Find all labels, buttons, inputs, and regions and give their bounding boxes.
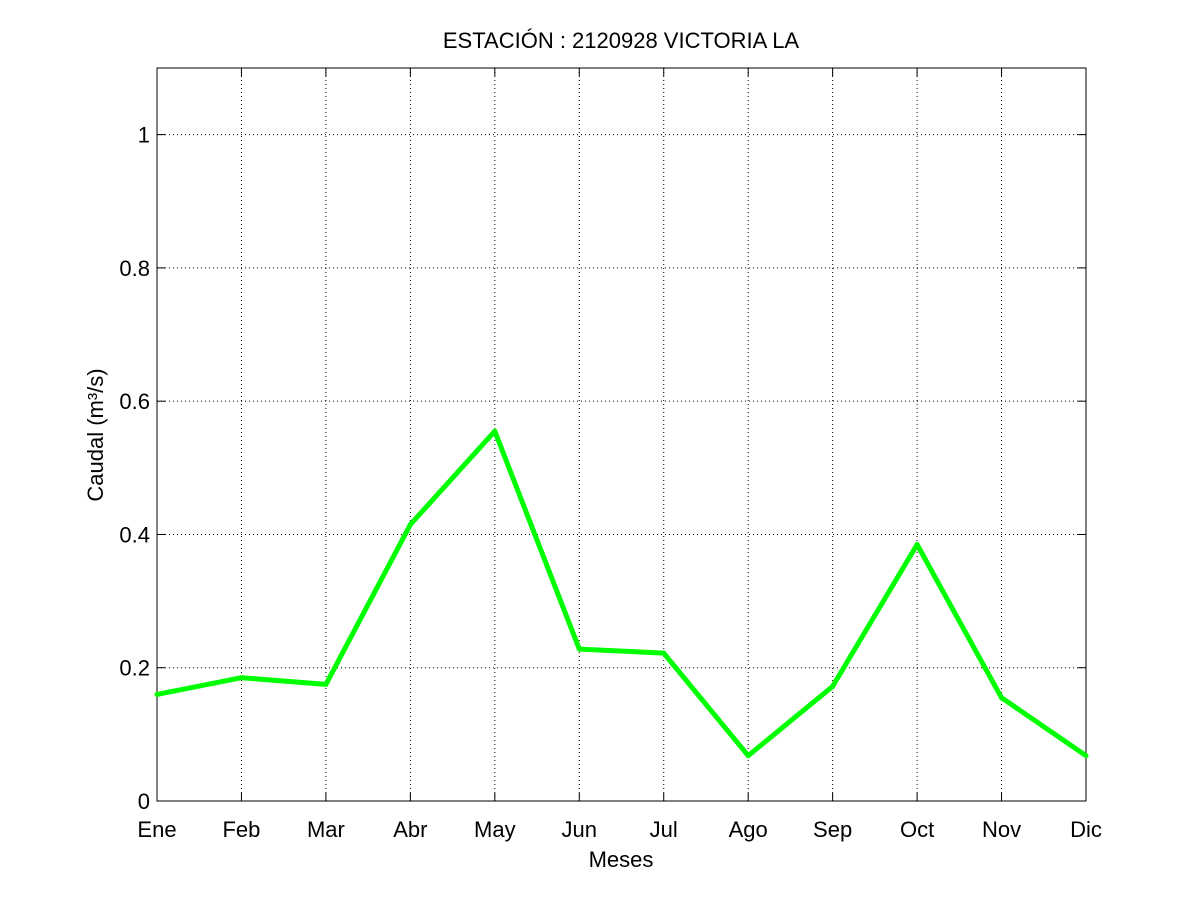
y-tick-label: 0	[138, 789, 150, 814]
data-point-mar	[323, 681, 329, 687]
x-axis-label: Meses	[589, 847, 654, 872]
x-tick-label-nov: Nov	[982, 817, 1021, 842]
y-tick-label: 0.4	[119, 522, 150, 547]
y-axis-label: Caudal (m³/s)	[83, 368, 108, 501]
tick-marks	[156, 68, 1087, 802]
x-tick-label-ene: Ene	[137, 817, 176, 842]
x-tick-label-feb: Feb	[222, 817, 260, 842]
y-tick-label: 0.8	[119, 256, 150, 281]
series-line-0	[156, 428, 1088, 759]
data-point-oct	[914, 541, 920, 547]
plot-area	[156, 67, 1087, 802]
data-point-nov	[999, 695, 1005, 701]
x-tick-label-mar: Mar	[307, 817, 345, 842]
x-tick-label-oct: Oct	[900, 817, 934, 842]
y-tick-label: 1	[138, 123, 150, 148]
data-point-ene	[154, 691, 160, 697]
data-point-sep	[830, 683, 836, 689]
data-point-feb	[238, 675, 244, 681]
series-group	[154, 428, 1089, 759]
data-point-jun	[576, 646, 582, 652]
y-tick-label: 0.6	[119, 389, 150, 414]
x-tick-label-sep: Sep	[813, 817, 852, 842]
x-tick-label-may: May	[474, 817, 516, 842]
x-tick-label-abr: Abr	[393, 817, 427, 842]
plot-frame	[156, 67, 1087, 802]
x-tick-label-jun: Jun	[562, 817, 597, 842]
data-point-may	[492, 428, 498, 434]
data-point-ago	[745, 753, 751, 759]
data-point-abr	[407, 521, 413, 527]
x-tick-label-jul: Jul	[650, 817, 678, 842]
data-point-dic	[1083, 753, 1089, 759]
data-point-jul	[661, 650, 667, 656]
y-tick-labels: 0 0.2 0.4 0.6 0.8 1	[119, 123, 150, 814]
x-tick-label-dic: Dic	[1070, 817, 1102, 842]
grid	[157, 68, 1086, 801]
y-tick-label: 0.2	[119, 656, 150, 681]
x-tick-labels: Ene Feb Mar Abr May Jun Jul Ago Sep Oct Nov Dic	[137, 817, 1101, 842]
x-tick-label-ago: Ago	[729, 817, 768, 842]
chart-title: ESTACIÓN : 2120928 VICTORIA LA	[443, 28, 800, 53]
